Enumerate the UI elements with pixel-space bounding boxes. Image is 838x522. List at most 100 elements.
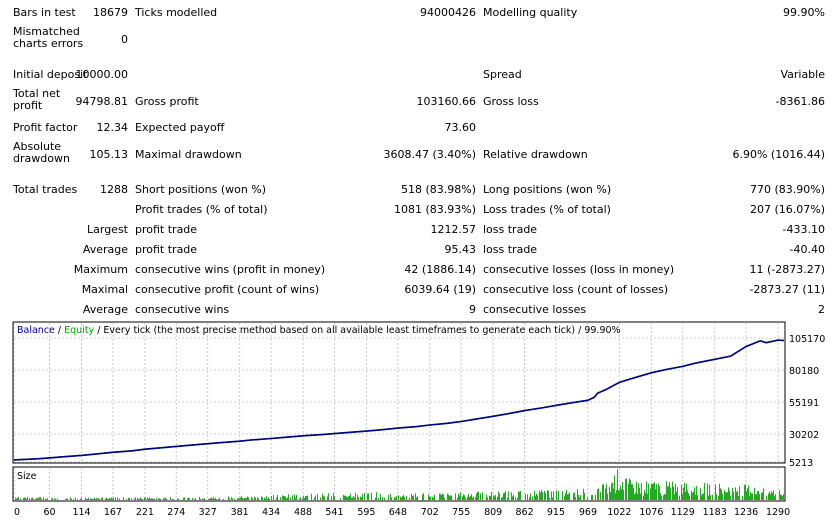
- size-bar: [288, 494, 289, 500]
- size-bar: [664, 494, 665, 500]
- modelling-quality-label: Modelling quality: [483, 6, 578, 19]
- size-bar: [701, 495, 702, 500]
- x-tick-label: 114: [72, 507, 90, 518]
- size-bar: [95, 499, 96, 500]
- size-bar: [683, 487, 684, 500]
- size-bar: [612, 482, 613, 500]
- y-axis-ticks: 105170 80180 55191 30202 5213: [789, 334, 825, 469]
- size-bar: [239, 498, 240, 500]
- size-bar: [340, 497, 341, 500]
- size-bar: [541, 489, 542, 500]
- size-bar: [567, 494, 568, 500]
- largest-label: Largest: [87, 223, 128, 236]
- size-bar: [486, 494, 487, 500]
- mismatched-errors-value: 0: [121, 33, 128, 46]
- size-bar: [119, 498, 120, 500]
- size-bar: [755, 493, 756, 500]
- size-bar: [540, 492, 541, 500]
- profit-trades-value: 1081 (83.93%): [393, 203, 476, 216]
- size-bar: [729, 490, 730, 500]
- legend-equity: Equity: [64, 325, 94, 336]
- x-tick-label: 1129: [671, 507, 695, 518]
- size-bar: [390, 493, 391, 500]
- size-bar: [758, 491, 759, 500]
- size-bar: [641, 483, 642, 500]
- size-bar: [462, 496, 463, 500]
- size-bar: [331, 496, 332, 500]
- legend-balance: Balance: [17, 325, 55, 336]
- mismatched-errors-label: Mismatched charts errors: [13, 25, 84, 50]
- size-bar: [31, 498, 32, 500]
- size-bar: [691, 490, 692, 500]
- size-bar: [539, 490, 540, 500]
- size-bar: [81, 497, 82, 500]
- size-bar: [55, 498, 56, 500]
- gross-loss-label: Gross loss: [483, 95, 539, 108]
- size-bar: [498, 491, 499, 500]
- size-bar: [314, 497, 315, 500]
- size-bar: [754, 487, 755, 500]
- total-trades-label: Total trades: [13, 183, 78, 196]
- size-bar: [240, 497, 241, 500]
- size-bar: [294, 494, 295, 500]
- size-bar: [513, 494, 514, 500]
- size-bar: [707, 483, 708, 500]
- size-bar: [583, 488, 584, 500]
- size-bar: [267, 498, 268, 500]
- size-bar: [117, 497, 118, 500]
- size-bar: [367, 494, 368, 500]
- size-bar: [258, 498, 259, 500]
- size-bar: [232, 498, 233, 500]
- size-bar: [153, 498, 154, 500]
- size-bar: [575, 496, 576, 500]
- size-bar: [344, 495, 345, 500]
- size-bar: [126, 499, 127, 500]
- size-bar: [395, 497, 396, 500]
- size-bar: [172, 499, 173, 500]
- size-bar: [736, 491, 737, 500]
- size-bar: [277, 495, 278, 500]
- size-bar: [406, 496, 407, 500]
- total-trades-value: 1288: [100, 183, 128, 196]
- size-bar: [692, 492, 693, 500]
- size-bar: [112, 498, 113, 500]
- size-bar: [261, 496, 262, 500]
- size-bar: [672, 481, 673, 500]
- size-bar: [652, 483, 653, 500]
- size-bar: [744, 484, 745, 500]
- size-bar: [349, 495, 350, 500]
- size-bar: [323, 496, 324, 500]
- size-bar: [361, 497, 362, 500]
- size-bar: [77, 499, 78, 500]
- size-bar: [458, 493, 459, 500]
- size-bar: [749, 495, 750, 500]
- size-bar: [129, 497, 130, 500]
- size-bar: [448, 494, 449, 500]
- x-tick-label: 1236: [734, 507, 758, 518]
- size-bar: [362, 494, 363, 500]
- size-bar: [591, 495, 592, 500]
- size-bar: [375, 497, 376, 500]
- size-bar: [347, 497, 348, 500]
- size-bar: [257, 497, 258, 500]
- size-bar: [265, 498, 266, 500]
- maximum-losses-value: 11 (-2873.27): [749, 263, 825, 276]
- size-bar: [532, 496, 533, 500]
- size-bar: [396, 495, 397, 500]
- size-bar: [501, 497, 502, 500]
- size-bar: [682, 494, 683, 500]
- y-tick-label: 30202: [789, 430, 819, 441]
- size-bar: [295, 498, 296, 500]
- size-bar: [40, 497, 41, 500]
- size-bar: [783, 494, 784, 500]
- size-bar: [618, 490, 619, 500]
- ticks-modelled-label: Ticks modelled: [135, 6, 218, 19]
- size-bar: [47, 498, 48, 500]
- size-bar: [286, 498, 287, 500]
- size-bar: [144, 497, 145, 500]
- size-bar: [276, 497, 277, 500]
- size-bar: [468, 493, 469, 500]
- size-bar: [530, 493, 531, 500]
- size-bar: [603, 483, 604, 500]
- size-bar: [307, 495, 308, 500]
